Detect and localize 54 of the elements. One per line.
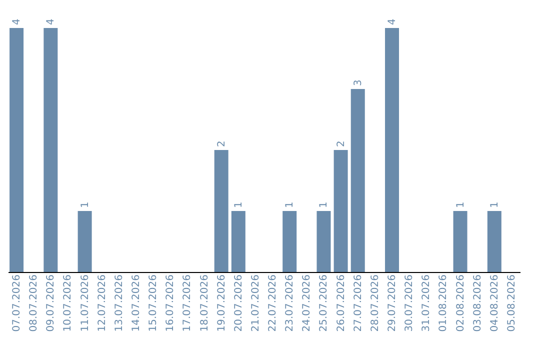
bar bbox=[282, 211, 297, 272]
bar bbox=[214, 150, 228, 272]
bar bbox=[385, 28, 399, 272]
x-tick-label: 24.07.2026 bbox=[302, 274, 313, 332]
x-tick-label: 07.07.2026 bbox=[12, 274, 23, 332]
data-label: 2 bbox=[336, 140, 347, 147]
data-label: 4 bbox=[387, 18, 398, 25]
x-tick-label: 26.07.2026 bbox=[336, 274, 347, 332]
bar bbox=[10, 28, 24, 272]
x-tick-label: 17.07.2026 bbox=[182, 274, 194, 332]
x-tick-label: 27.07.2026 bbox=[352, 274, 364, 332]
x-tick-label: 18.07.2026 bbox=[199, 274, 210, 332]
x-tick-label: 23.07.2026 bbox=[284, 274, 296, 332]
bar bbox=[231, 211, 246, 272]
bar bbox=[44, 28, 58, 272]
data-label: 1 bbox=[455, 202, 466, 208]
x-tick-label: 04.08.2026 bbox=[489, 274, 500, 332]
x-tick-label: 02.08.2026 bbox=[455, 274, 466, 332]
x-tick-label: 29.07.2026 bbox=[387, 274, 398, 332]
data-label: 4 bbox=[12, 18, 23, 25]
bar bbox=[334, 150, 348, 272]
x-tick-label: 15.07.2026 bbox=[148, 274, 160, 332]
x-tick-label: 20.07.2026 bbox=[233, 274, 244, 332]
x-tick-label: 22.07.2026 bbox=[268, 274, 279, 332]
data-label: 1 bbox=[489, 202, 500, 208]
x-tick-label: 16.07.2026 bbox=[165, 274, 176, 332]
data-label: 1 bbox=[80, 202, 91, 208]
x-tick-label: 31.07.2026 bbox=[421, 274, 432, 332]
x-tick-label: 12.07.2026 bbox=[96, 274, 108, 332]
data-label: 1 bbox=[318, 202, 330, 208]
x-tick-label: 30.07.2026 bbox=[404, 274, 416, 332]
x-tick-label: 05.08.2026 bbox=[506, 274, 518, 332]
x-tick-label: 09.07.2026 bbox=[46, 274, 57, 332]
x-tick-label: 10.07.2026 bbox=[62, 274, 74, 332]
x-tick-label: 21.07.2026 bbox=[250, 274, 262, 332]
data-label: 1 bbox=[284, 202, 296, 208]
x-tick-label: 08.07.2026 bbox=[28, 274, 40, 332]
x-tick-label: 25.07.2026 bbox=[318, 274, 330, 332]
data-label: 1 bbox=[233, 202, 244, 208]
data-label: 3 bbox=[352, 80, 364, 86]
x-tick-label: 19.07.2026 bbox=[216, 274, 228, 332]
bar bbox=[487, 211, 502, 272]
bar bbox=[78, 211, 92, 272]
data-label: 4 bbox=[46, 18, 57, 25]
x-tick-label: 14.07.2026 bbox=[131, 274, 142, 332]
x-tick-label: 28.07.2026 bbox=[370, 274, 381, 332]
bar bbox=[316, 211, 331, 272]
bar bbox=[453, 211, 468, 272]
x-tick-label: 13.07.2026 bbox=[114, 274, 125, 332]
x-tick-label: 11.07.2026 bbox=[80, 274, 91, 332]
x-tick-label: 03.08.2026 bbox=[472, 274, 484, 332]
data-label: 2 bbox=[216, 140, 228, 147]
bar bbox=[350, 89, 365, 272]
x-tick-label: 01.08.2026 bbox=[438, 274, 450, 332]
